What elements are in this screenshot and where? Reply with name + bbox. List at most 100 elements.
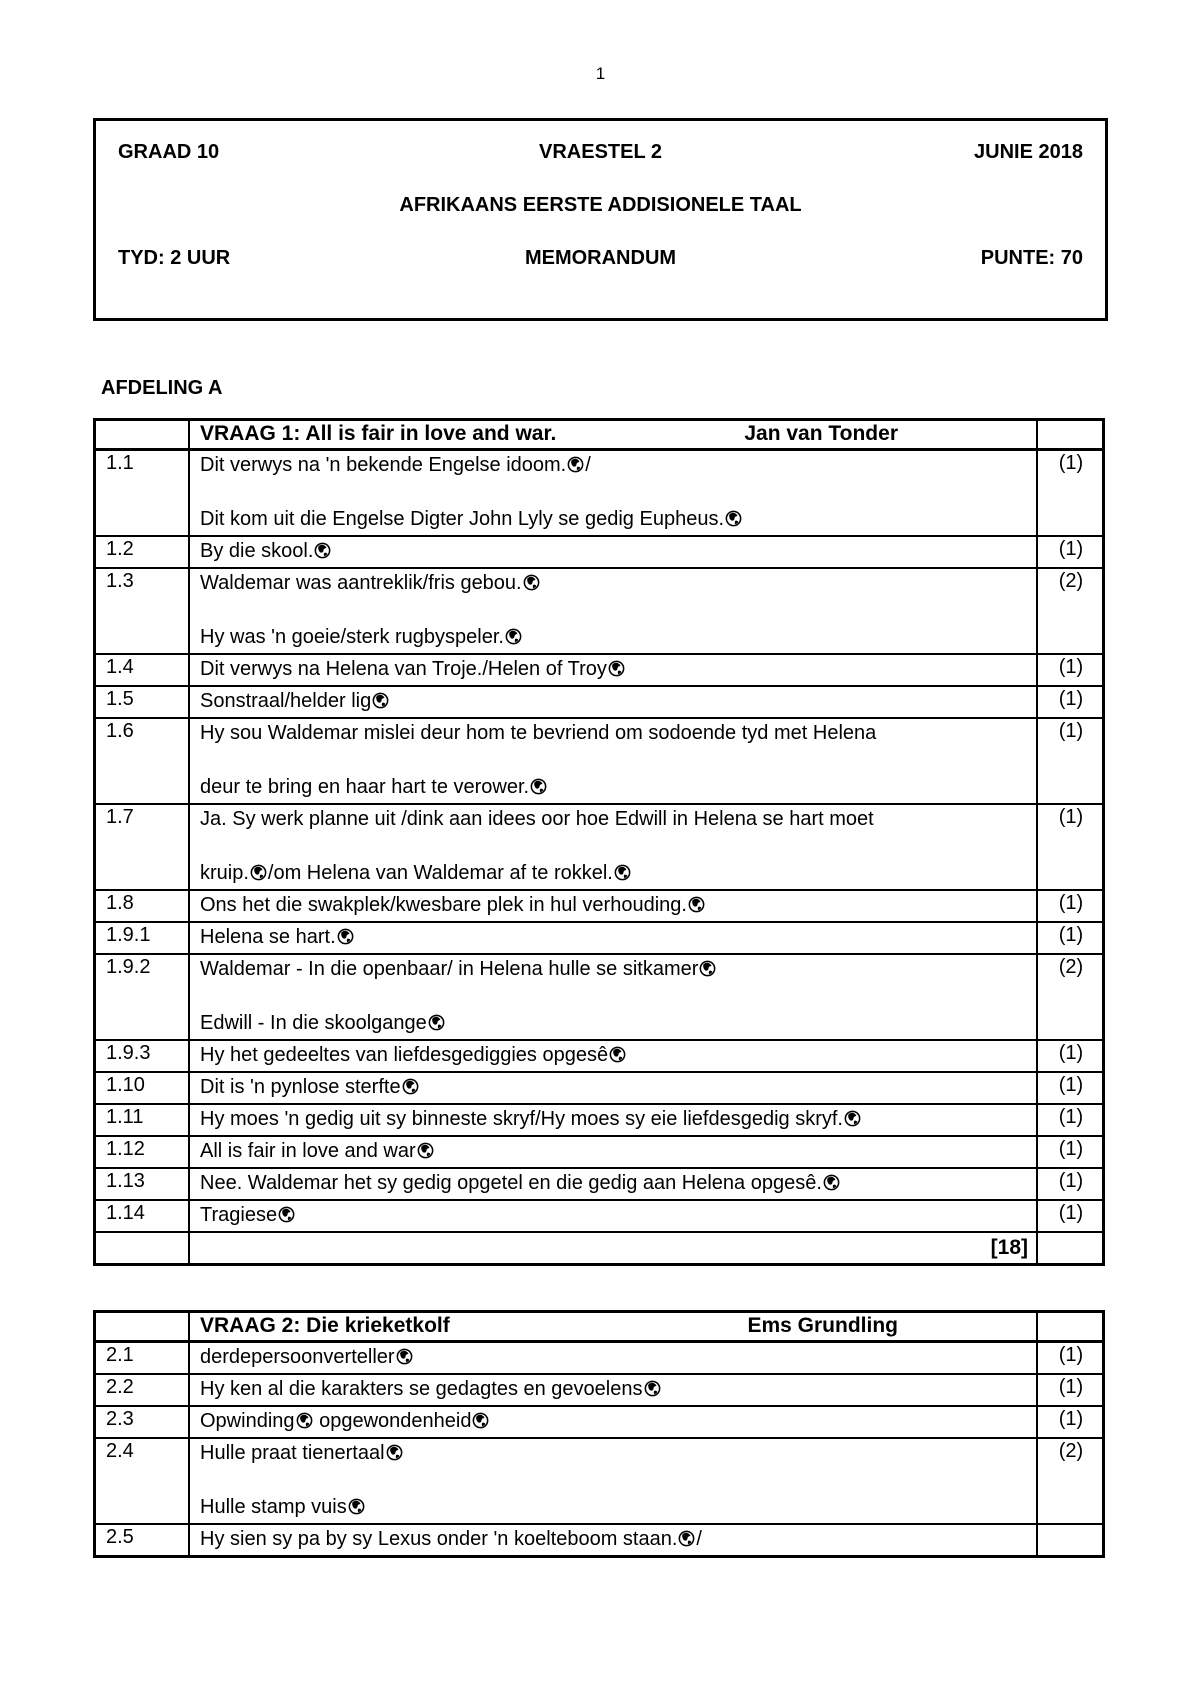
globe-mark-icon: [608, 660, 625, 677]
row-number: 1.12: [93, 1135, 190, 1169]
answer-line: Hy het gedeeltes van liefdesgediggies op…: [200, 1042, 1028, 1069]
answer-line: Hy ken al die karakters se gedagtes en g…: [200, 1376, 1028, 1403]
row-number: 2.2: [93, 1373, 190, 1407]
globe-mark-icon: [396, 1348, 412, 1365]
answer-line: Opwinding opgewondenheid: [200, 1408, 1028, 1435]
total-row: [18]: [93, 1231, 1105, 1266]
section-heading: AFDELING A: [101, 377, 223, 399]
row-number: 1.9.3: [93, 1039, 190, 1073]
globe-mark-icon: [644, 1380, 660, 1397]
row-number: 1.5: [93, 685, 190, 719]
globe-mark-icon: [823, 1174, 840, 1191]
answer-row: 2.2 Hy ken al die karakters se gedagtes e…: [93, 1373, 1105, 1407]
mark-cell: (1): [1036, 803, 1105, 891]
answer-row: 1.9.1 Helena se hart. (1): [93, 921, 1105, 955]
mark-cell: (2): [1036, 953, 1105, 1041]
globe-mark-icon: [679, 1530, 695, 1547]
row-number: 1.2: [93, 535, 190, 569]
answer-text: By die skool.: [188, 535, 1038, 569]
answer-line: kruip. /om Helena van Waldemar af te rok…: [200, 860, 1028, 887]
row-number: 2.5: [93, 1523, 190, 1558]
globe-mark-icon: [609, 1046, 626, 1063]
answer-row: 1.14 Tragiese (1): [93, 1199, 1105, 1233]
answer-line: [200, 597, 1028, 624]
mark-cell: (1): [1036, 921, 1105, 955]
answer-text: Tragiese: [188, 1199, 1038, 1233]
header-row-top: GRAAD 10 VRAESTEL 2 JUNIE 2018: [118, 141, 1083, 164]
row-number: 2.3: [93, 1405, 190, 1439]
mark-cell: (1): [1036, 1039, 1105, 1073]
row-number: 2.1: [93, 1340, 190, 1375]
question-header-row: VRAAG 1: All is fair in love and war. Ja…: [93, 418, 1105, 451]
answer-line: Ons het die swakplek/kwesbare plek in hu…: [200, 892, 1028, 919]
globe-mark-icon: [417, 1142, 434, 1159]
answer-line: Nee. Waldemar het sy gedig opgetel en di…: [200, 1170, 1028, 1197]
answer-line: Sonstraal/helder lig: [200, 688, 1028, 715]
time-label: TYD: 2 UUR: [118, 247, 231, 269]
mark-cell: (1): [1036, 1405, 1105, 1439]
mark-cell: (1): [1036, 1199, 1105, 1233]
question-header-mark-cell: [1036, 418, 1105, 451]
globe-mark-icon: [844, 1110, 861, 1127]
question-header-cell: VRAAG 2: Die krieketkolf Ems Grundling: [188, 1310, 1038, 1343]
globe-mark-icon: [530, 778, 547, 795]
page-number: 1: [595, 64, 606, 83]
answer-row: 1.9.3 Hy het gedeeltes van liefdesgediggi…: [93, 1039, 1105, 1073]
row-number: 2.4: [93, 1437, 190, 1525]
subject-title: AFRIKAANS EERSTE ADDISIONELE TAAL: [399, 194, 802, 216]
total-cell: [18]: [188, 1231, 1038, 1266]
answer-line: [200, 1467, 1028, 1494]
row-number: 1.11: [93, 1103, 190, 1137]
answer-row: 1.5 Sonstraal/helder lig (1): [93, 685, 1105, 719]
globe-mark-icon: [348, 1498, 365, 1515]
answer-line: All is fair in love and war: [200, 1138, 1028, 1165]
question-title: VRAAG 1: All is fair in love and war.: [200, 422, 557, 445]
mark-cell: (1): [1036, 1103, 1105, 1137]
row-number: 1.9.1: [93, 921, 190, 955]
answer-row: 1.1 Dit verwys na 'n bekende Engelse idoo…: [93, 448, 1105, 537]
answer-text: Dit is 'n pynlose sterfte: [188, 1071, 1038, 1105]
row-number: 1.8: [93, 889, 190, 923]
answer-line: Hulle praat tienertaal: [200, 1440, 1028, 1467]
answer-text: All is fair in love and war: [188, 1135, 1038, 1169]
answer-text: Hy sien sy pa by sy Lexus onder 'n koelt…: [188, 1523, 1038, 1558]
answer-line: Dit verwys na Helena van Troje./Helen of…: [200, 656, 1028, 683]
mark-cell: (1): [1036, 535, 1105, 569]
answer-text: Helena se hart.: [188, 921, 1038, 955]
answer-row: 2.1 derdepersoonverteller (1): [93, 1340, 1105, 1375]
row-number: 1.10: [93, 1071, 190, 1105]
answer-line: [200, 983, 1028, 1010]
question-table-1: VRAAG 1: All is fair in love and war. Ja…: [93, 418, 1105, 1266]
answer-line: deur te bring en haar hart te verower.: [200, 774, 1028, 801]
answer-line: Helena se hart.: [200, 924, 1028, 951]
answer-line: Dit verwys na 'n bekende Engelse idoom. …: [200, 454, 591, 476]
row-number: 1.13: [93, 1167, 190, 1201]
globe-mark-icon: [614, 864, 631, 881]
marks-label: PUNTE: 70: [980, 247, 1083, 269]
globe-mark-icon: [700, 960, 716, 977]
mark-cell: (2): [1036, 1437, 1105, 1525]
total-value: [18]: [990, 1236, 1028, 1259]
globe-mark-icon: [250, 864, 267, 881]
answer-line: Dit is 'n pynlose sterfte: [200, 1074, 1028, 1101]
globe-mark-icon: [567, 456, 584, 473]
paper-label: VRAESTEL 2: [539, 141, 662, 163]
mark-cell: (2): [1036, 567, 1105, 655]
question-header-mark-cell: [1036, 1310, 1105, 1343]
answer-line: Hy sou Waldemar mislei deur hom te bevri…: [200, 722, 877, 744]
answer-text: Dit verwys na 'n bekende Engelse idoom. …: [188, 448, 1038, 537]
question-author: Jan van Tonder: [744, 422, 898, 445]
answer-text: Opwinding opgewondenheid: [188, 1405, 1038, 1439]
question-table-2: VRAAG 2: Die krieketkolf Ems Grundling 2…: [93, 1310, 1105, 1558]
row-number: 1.3: [93, 567, 190, 655]
row-number: 1.14: [93, 1199, 190, 1233]
globe-mark-icon: [386, 1444, 402, 1461]
mark-cell: (1): [1036, 1135, 1105, 1169]
answer-text: Hy het gedeeltes van liefdesgediggies op…: [188, 1039, 1038, 1073]
answer-line: Hy sien sy pa by sy Lexus onder 'n koelt…: [200, 1528, 702, 1550]
answer-row: 2.3 Opwinding opgewondenheid (1): [93, 1405, 1105, 1439]
question-title: VRAAG 2: Die krieketkolf: [200, 1314, 450, 1337]
globe-mark-icon: [505, 628, 522, 645]
answer-row: 1.6 Hy sou Waldemar mislei deur hom te be…: [93, 717, 1105, 805]
